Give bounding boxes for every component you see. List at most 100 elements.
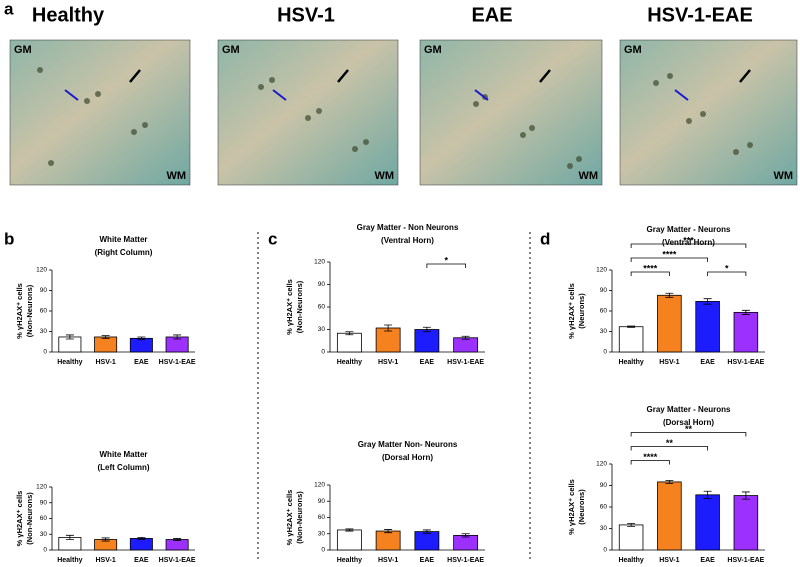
region-label: WM [166, 170, 186, 182]
bar [733, 495, 759, 551]
x-tick-label: HSV-1-EAE [159, 359, 196, 366]
error-bar [345, 331, 354, 336]
cell [269, 77, 275, 83]
micrograph [419, 39, 603, 186]
cell [95, 91, 101, 97]
error-bar [461, 533, 470, 538]
region-label: GM [222, 44, 240, 56]
x-tick-label: Healthy [57, 359, 82, 366]
x-tick-label: HSV-1-EAE [159, 557, 196, 564]
y-tick-label: 120 [314, 259, 325, 266]
significance-label: * [444, 255, 448, 265]
y-tick-label: 120 [596, 267, 607, 274]
x-tick-label: HSV-1-EAE [727, 359, 764, 366]
cell [529, 125, 535, 131]
error-bar [173, 538, 182, 541]
cell [131, 129, 137, 135]
x-tick-label: HSV-1 [659, 557, 679, 564]
y-tick-label: 120 [314, 482, 325, 489]
cell [258, 84, 264, 90]
region-label: WM [773, 170, 793, 182]
arrow [539, 69, 551, 83]
arrow [674, 89, 689, 101]
cell [667, 73, 673, 79]
y-tick-label: 60 [600, 308, 608, 315]
image-title: HSV-1-EAE [647, 4, 753, 26]
y-tick-label: 120 [596, 461, 607, 468]
cell [747, 142, 753, 148]
error-bar [741, 491, 750, 500]
cell [653, 80, 659, 86]
y-axis-label: % γH2AX⁺ cells [567, 479, 576, 535]
arrow [474, 89, 489, 101]
error-bar [703, 298, 712, 305]
error-bar [101, 335, 110, 339]
error-bar [384, 529, 393, 534]
image-title: HSV-1 [277, 4, 335, 26]
y-tick-label: 60 [318, 514, 326, 521]
bar [657, 294, 682, 353]
error-bar [665, 480, 674, 484]
micrograph [9, 39, 191, 186]
region-label: GM [624, 44, 642, 56]
y-tick-label: 0 [321, 349, 325, 356]
bar [453, 337, 479, 353]
bar [695, 494, 720, 551]
x-tick-label: Healthy [618, 359, 643, 366]
region-label: GM [424, 44, 442, 56]
significance-bracket [630, 446, 709, 451]
bar [695, 301, 720, 353]
significance-label: ** [685, 424, 693, 434]
panel-label: c [268, 229, 277, 248]
bar [336, 332, 362, 353]
cell [700, 111, 706, 117]
bar [453, 534, 479, 551]
x-tick-label: EAE [420, 557, 435, 564]
y-axis-label: (Non-Neurons) [25, 284, 34, 337]
error-bar [627, 523, 636, 527]
bar [375, 530, 401, 551]
bar [657, 481, 682, 551]
x-tick-label: HSV-1-EAE [727, 557, 764, 564]
significance-label: **** [643, 263, 658, 273]
y-tick-label: 90 [600, 287, 608, 294]
image-title: Healthy [32, 4, 105, 26]
x-tick-label: HSV-1 [96, 359, 116, 366]
cell [473, 101, 479, 107]
error-bar [137, 336, 146, 341]
significance-bracket [707, 271, 747, 276]
y-tick-label: 120 [36, 484, 47, 491]
arrow [739, 69, 751, 83]
y-axis-label: % γH2AX⁺ cells [567, 283, 576, 339]
arrow [337, 69, 349, 83]
significance-label: *** [683, 235, 694, 245]
error-bar [345, 528, 354, 532]
y-axis-label: (Non-Neurons) [295, 491, 304, 544]
cell [316, 108, 322, 114]
image-title: EAE [471, 4, 512, 26]
cell [142, 122, 148, 128]
chart-subtitle: (Ventral Horn) [381, 236, 434, 245]
y-tick-label: 60 [600, 504, 608, 511]
panel-label: b [4, 229, 14, 248]
chart-subtitle: (Dorsal Horn) [382, 453, 433, 462]
cell [48, 160, 54, 166]
significance-bracket [630, 257, 709, 262]
significance-bracket [426, 263, 467, 268]
chart-subtitle: (Left Column) [98, 463, 150, 472]
error-bar [101, 537, 110, 542]
significance-label: **** [662, 249, 677, 259]
y-axis-label: % γH2AX⁺ cells [285, 279, 294, 335]
bar [94, 336, 118, 353]
y-tick-label: 0 [603, 349, 607, 356]
y-tick-label: 120 [36, 267, 47, 274]
bar [165, 539, 189, 551]
y-axis-label: % γH2AX⁺ cells [15, 283, 24, 339]
x-tick-label: EAE [134, 359, 149, 366]
cell [520, 132, 526, 138]
chart-subtitle: (Dorsal Horn) [663, 418, 714, 427]
x-tick-label: Healthy [57, 557, 82, 564]
cell [37, 67, 43, 73]
cell [733, 149, 739, 155]
